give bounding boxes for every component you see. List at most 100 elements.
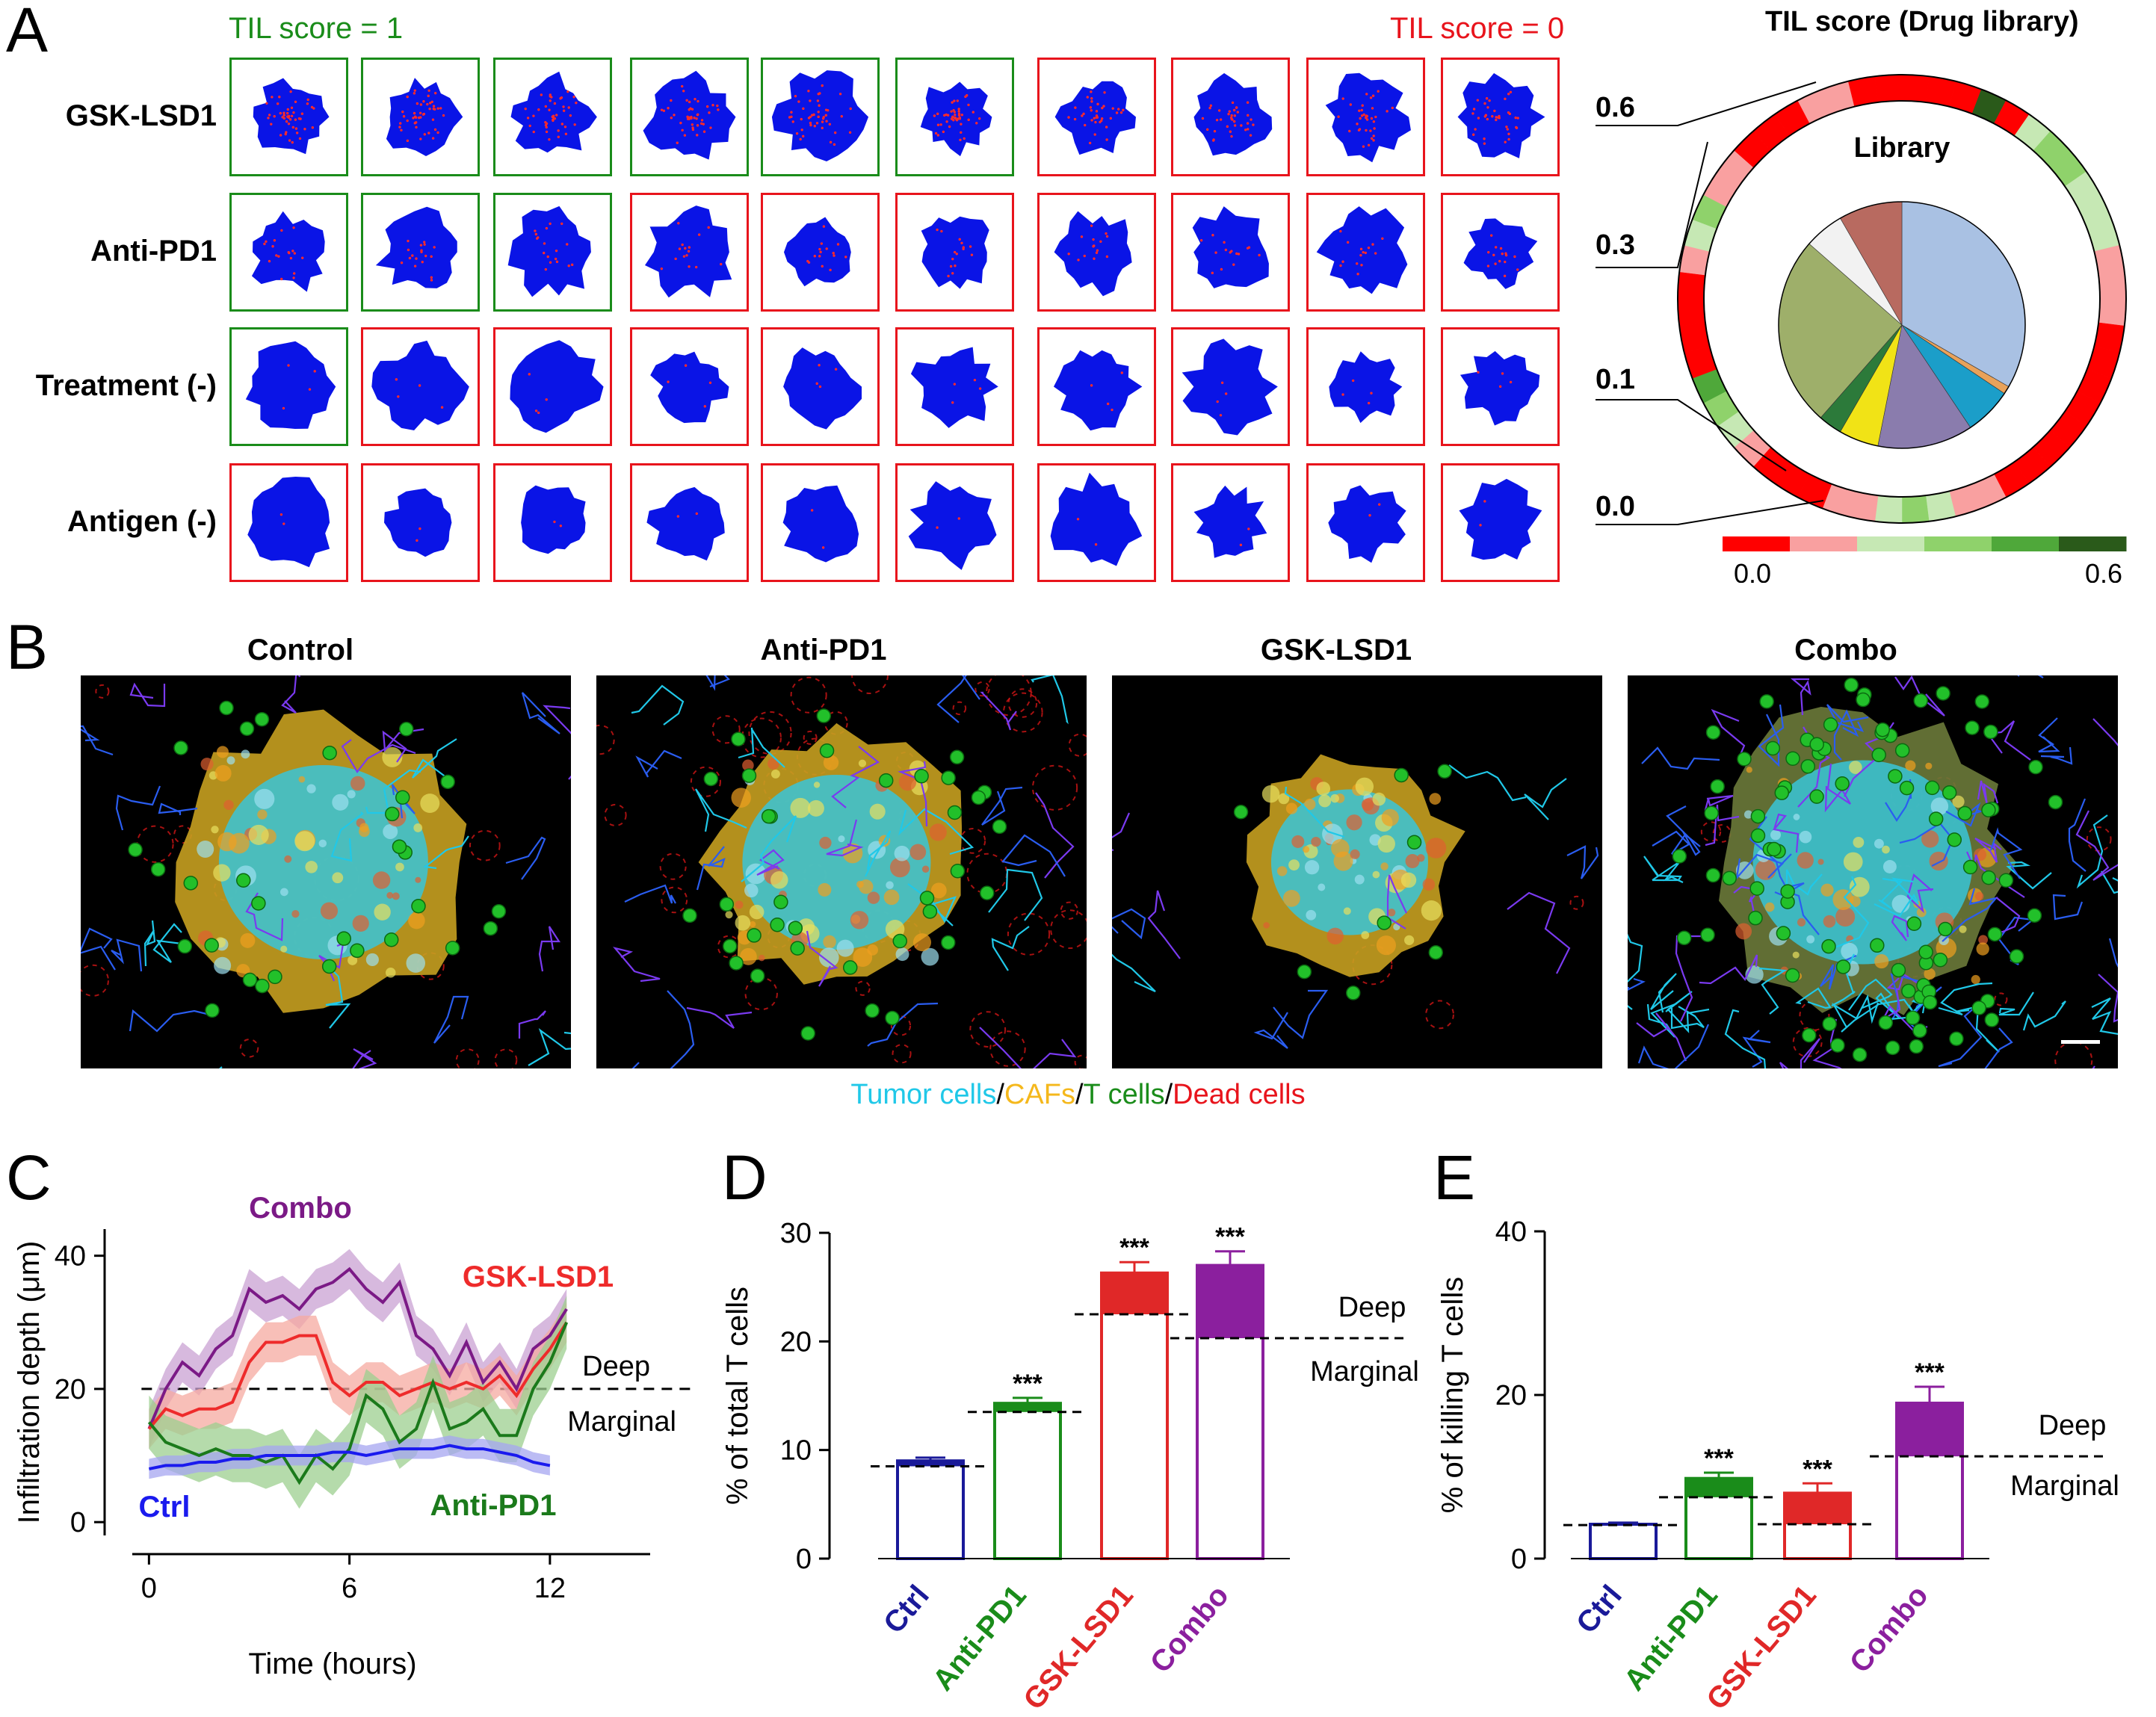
til-dot [817,115,820,119]
cell-speckle [1929,851,1948,871]
total-t-cells-bar-chart: 0 10 20 30 % of total T cells Ctrl *** Anti-PD1… [721,1218,1419,1716]
t-cell [483,921,498,936]
til-dot [1359,117,1362,120]
micrograph-gsk-lsd1 [1112,675,1602,1068]
til-dot [313,370,316,373]
t-cell [1809,789,1824,804]
til-dot [809,121,812,125]
til-dot [1233,124,1237,127]
til-dot [1368,514,1371,517]
series-label: Combo [249,1192,352,1225]
cell-speckle [898,773,917,791]
til-dot [280,277,283,281]
til-dot [1095,110,1099,113]
dead-cell [744,977,778,1011]
til-dot [708,111,711,114]
tumor-shape [1053,350,1143,431]
til-dot [534,409,538,412]
til-tile [1037,193,1156,312]
t-cell-track [81,725,114,756]
til-dot [1351,379,1355,383]
t-cell-track [686,1006,753,1029]
t-cell [1906,916,1922,931]
cell-speckle [298,776,306,783]
t-cell-track [1938,997,1987,1068]
cell-speckle [770,769,780,779]
marginal-label: Marginal [1310,1356,1419,1387]
cell-speckle [735,915,751,931]
t-cell-track [980,691,1017,731]
cell-speckle [1853,836,1865,848]
t-cell-track [696,846,726,891]
cell-speckle [930,882,947,899]
til-dot [1250,118,1252,121]
cell-speckle [1874,838,1884,849]
category-label: Anti-PD1 [927,1580,1033,1698]
t-cell [971,790,986,805]
t-cell-track [631,1062,640,1068]
til-dot [691,128,695,132]
series-line [149,1444,551,1470]
til-dot [967,118,970,122]
til-dot [1492,253,1495,257]
til-dot [936,526,939,529]
til-dot [292,276,295,279]
dead-cell [81,964,109,997]
til-dot [1227,112,1230,116]
til-dot [688,100,691,104]
til-tile [630,327,749,446]
til-dot [960,241,963,244]
til-dot [821,264,824,268]
panel-label-b: B [6,612,49,682]
t-cell [1748,910,1763,926]
x-axis-label: Time (hours) [248,1648,416,1680]
cell-speckle [1743,810,1753,819]
t-cell [2048,794,2063,810]
cell-speckle [731,788,752,808]
til-dot [1246,122,1250,125]
y-tick-label: 10 [780,1435,812,1467]
til-dot [413,264,417,267]
cell-speckle [1261,785,1280,803]
cell-speckle [894,845,910,861]
dead-cell [1569,895,1584,910]
t-cell-track [1758,704,1785,767]
til-score-0-label: TIL score = 0 [1390,12,1565,45]
til-dot [412,117,415,120]
til-dot [1233,120,1236,123]
tumor-shape [1182,338,1278,436]
til-dot [1341,260,1344,263]
til-dot [802,134,805,138]
t-cell [1909,1039,1924,1054]
til-dot [1119,111,1123,114]
til-dot [1504,97,1507,101]
til-dot [1240,124,1243,127]
til-dot [294,118,297,121]
til-dot [300,112,304,115]
bar-deep [1100,1272,1169,1314]
til-dot [278,96,281,99]
til-dot [418,384,421,387]
ring-segment [1901,74,1930,103]
til-dot [696,134,699,137]
cell-speckle [1278,793,1290,805]
tumor-spheroid [1459,478,1542,560]
t-cell [1856,692,1871,708]
til-dot [807,90,810,93]
til-dot [540,93,543,96]
til-tile [1306,58,1425,176]
t-cell-track [979,1027,1077,1068]
til-tile [1171,463,1290,582]
til-dot [1229,130,1232,133]
cell-speckle [1354,874,1365,885]
t-cell [1981,870,1996,885]
til-dot [562,105,565,108]
til-dot [1348,129,1351,133]
legend-tumor-cells: Tumor cells [850,1079,997,1110]
til-dot [294,127,298,130]
til-dot [1490,234,1493,237]
tumor-shape [1328,485,1406,563]
til-dot [834,131,837,134]
til-dot [818,364,821,367]
t-cell [1821,938,1836,954]
